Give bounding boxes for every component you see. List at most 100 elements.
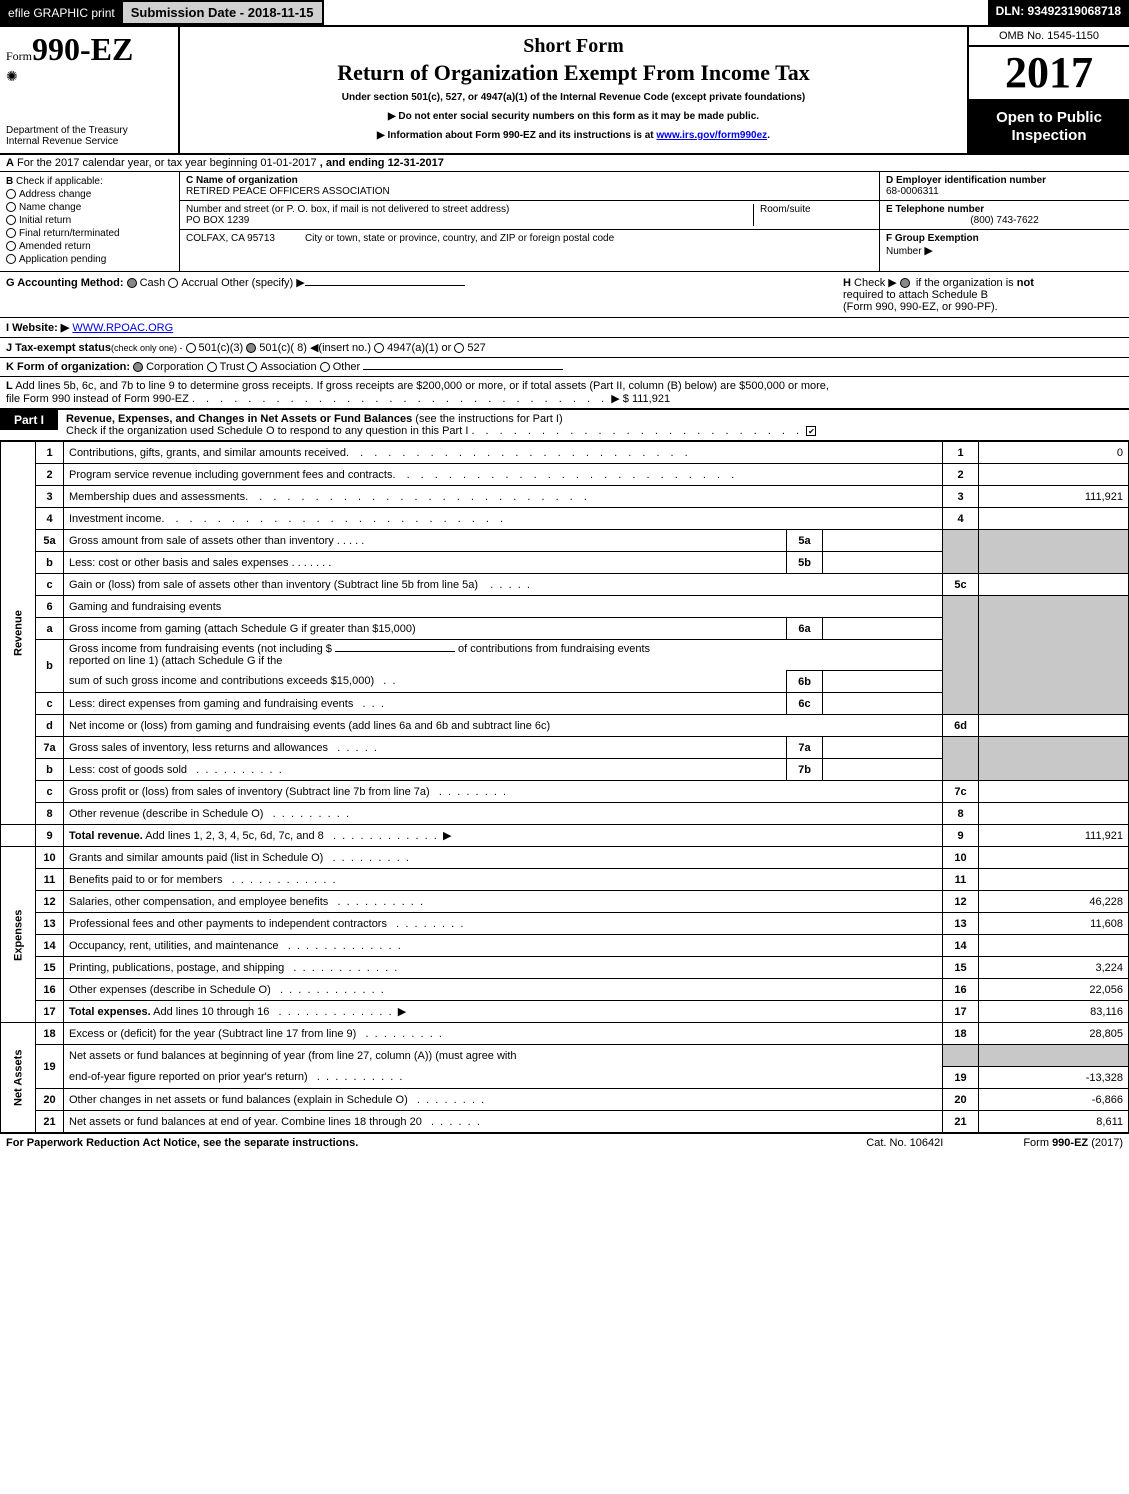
r12-lbl: 12 bbox=[943, 891, 979, 913]
r9-t2: Add lines 1, 2, 3, 4, 5c, 6d, 7c, and 8 bbox=[145, 830, 324, 842]
website-link[interactable]: WWW.RPOAC.ORG bbox=[72, 322, 173, 334]
chk-amended[interactable]: Amended return bbox=[6, 241, 173, 252]
r7b-num: b bbox=[36, 759, 64, 781]
r21-val: 8,611 bbox=[979, 1111, 1129, 1133]
r6a-mini: 6a bbox=[787, 618, 823, 640]
r8-text: Other revenue (describe in Schedule O) bbox=[69, 808, 263, 820]
r19-t2: end-of-year figure reported on prior yea… bbox=[69, 1071, 308, 1083]
r21-lbl: 21 bbox=[943, 1111, 979, 1133]
k-row: K Form of organization: Corporation Trus… bbox=[0, 358, 1129, 377]
g-label: G Accounting Method: bbox=[6, 277, 124, 289]
chk-final-label: Final return/terminated bbox=[19, 228, 120, 239]
section-def: D Employer identification number 68-0006… bbox=[879, 172, 1129, 271]
info-note: ▶ Information about Form 990-EZ and its … bbox=[192, 130, 955, 141]
r6-text: Gaming and fundraising events bbox=[69, 601, 221, 613]
r7a-text: Gross sales of inventory, less returns a… bbox=[69, 742, 328, 754]
r10-text: Grants and similar amounts paid (list in… bbox=[69, 852, 323, 864]
j-4947-radio[interactable] bbox=[374, 343, 384, 353]
chk-initial[interactable]: Initial return bbox=[6, 215, 173, 226]
j-501c-radio[interactable] bbox=[246, 343, 256, 353]
k-assoc-radio[interactable] bbox=[247, 362, 257, 372]
r6a-mini-val bbox=[823, 618, 943, 640]
r20-text: Other changes in net assets or fund bala… bbox=[69, 1094, 408, 1106]
r11-text: Benefits paid to or for members bbox=[69, 874, 222, 886]
tax-year: 2017 bbox=[969, 47, 1129, 101]
dln-label: DLN: 93492319068718 bbox=[988, 0, 1129, 25]
r6c-mini: 6c bbox=[787, 693, 823, 715]
grey-6b bbox=[979, 596, 1129, 715]
r6c-text: Less: direct expenses from gaming and fu… bbox=[69, 698, 353, 710]
r4-lbl: 4 bbox=[943, 508, 979, 530]
chk-pending[interactable]: Application pending bbox=[6, 254, 173, 265]
g-cash: Cash bbox=[140, 277, 166, 289]
r6-num: 6 bbox=[36, 596, 64, 618]
r1-val: 0 bbox=[979, 442, 1129, 464]
chk-final[interactable]: Final return/terminated bbox=[6, 228, 173, 239]
k-corp-radio[interactable] bbox=[133, 362, 143, 372]
g-cash-radio[interactable] bbox=[127, 278, 137, 288]
r17-t2: Add lines 10 through 16 bbox=[153, 1006, 269, 1018]
k-trust-radio[interactable] bbox=[207, 362, 217, 372]
chk-pending-label: Application pending bbox=[19, 254, 106, 265]
r5a-mini-val bbox=[823, 530, 943, 552]
grey-19b bbox=[979, 1045, 1129, 1067]
r12-text: Salaries, other compensation, and employ… bbox=[69, 896, 328, 908]
r7c-val bbox=[979, 781, 1129, 803]
r13-val: 11,608 bbox=[979, 913, 1129, 935]
dept-line2: Internal Revenue Service bbox=[6, 136, 172, 147]
r4-val bbox=[979, 508, 1129, 530]
r15-text: Printing, publications, postage, and shi… bbox=[69, 962, 284, 974]
r13-num: 13 bbox=[36, 913, 64, 935]
line-a-text: For the 2017 calendar year, or tax year … bbox=[17, 157, 317, 169]
city-value: COLFAX, CA 95713 bbox=[186, 233, 275, 244]
r5b-mini: 5b bbox=[787, 552, 823, 574]
r17-lbl: 17 bbox=[943, 1001, 979, 1023]
r4-text: Investment income bbox=[69, 513, 161, 525]
part1-label: Part I bbox=[0, 410, 58, 430]
open-public-badge: Open to Public Inspection bbox=[969, 101, 1129, 153]
form-number-cell: Form990-EZ ✺ Department of the Treasury … bbox=[0, 27, 180, 153]
chk-address[interactable]: Address change bbox=[6, 189, 173, 200]
r18-num: 18 bbox=[36, 1023, 64, 1045]
r20-num: 20 bbox=[36, 1089, 64, 1111]
info-link[interactable]: www.irs.gov/form990ez bbox=[656, 130, 767, 141]
r7b-text: Less: cost of goods sold bbox=[69, 764, 187, 776]
j-row: J Tax-exempt status(check only one) - 50… bbox=[0, 338, 1129, 358]
r6b-mini-val bbox=[823, 671, 943, 693]
chk-name[interactable]: Name change bbox=[6, 202, 173, 213]
chk-initial-label: Initial return bbox=[19, 215, 71, 226]
k-other-radio[interactable] bbox=[320, 362, 330, 372]
omb-number: OMB No. 1545-1150 bbox=[969, 27, 1129, 47]
f-arrow: ▶ bbox=[924, 245, 932, 257]
r11-num: 11 bbox=[36, 869, 64, 891]
side-rev-end bbox=[1, 825, 36, 847]
r10-num: 10 bbox=[36, 847, 64, 869]
r3-val: 111,921 bbox=[979, 486, 1129, 508]
part1-checkbox[interactable] bbox=[806, 426, 816, 436]
r14-num: 14 bbox=[36, 935, 64, 957]
k-other-input[interactable] bbox=[363, 369, 563, 370]
r5c-lbl: 5c bbox=[943, 574, 979, 596]
f-sub: Number bbox=[886, 246, 922, 257]
r19-lbl: 19 bbox=[943, 1067, 979, 1089]
r7c-text: Gross profit or (loss) from sales of inv… bbox=[69, 786, 430, 798]
ein-value: 68-0006311 bbox=[886, 186, 939, 197]
footer-left: For Paperwork Reduction Act Notice, see … bbox=[6, 1137, 358, 1149]
r6a-text: Gross income from gaming (attach Schedul… bbox=[69, 623, 416, 635]
r6b-blank[interactable] bbox=[335, 651, 455, 652]
j-501c3-radio[interactable] bbox=[186, 343, 196, 353]
r14-val bbox=[979, 935, 1129, 957]
footer-catno: Cat. No. 10642I bbox=[866, 1137, 943, 1149]
g-other-input[interactable] bbox=[305, 285, 465, 286]
section-b: B Check if applicable: Address change Na… bbox=[0, 172, 180, 271]
efile-print-button[interactable]: efile GRAPHIC print bbox=[0, 0, 123, 25]
r9-lbl: 9 bbox=[943, 825, 979, 847]
j-527-radio[interactable] bbox=[454, 343, 464, 353]
l-label: L bbox=[6, 380, 13, 392]
r1-lbl: 1 bbox=[943, 442, 979, 464]
r1-text: Contributions, gifts, grants, and simila… bbox=[69, 447, 346, 459]
g-accrual-radio[interactable] bbox=[168, 278, 178, 288]
r5b-mini-val bbox=[823, 552, 943, 574]
h-radio[interactable] bbox=[900, 278, 910, 288]
r7b-mini: 7b bbox=[787, 759, 823, 781]
